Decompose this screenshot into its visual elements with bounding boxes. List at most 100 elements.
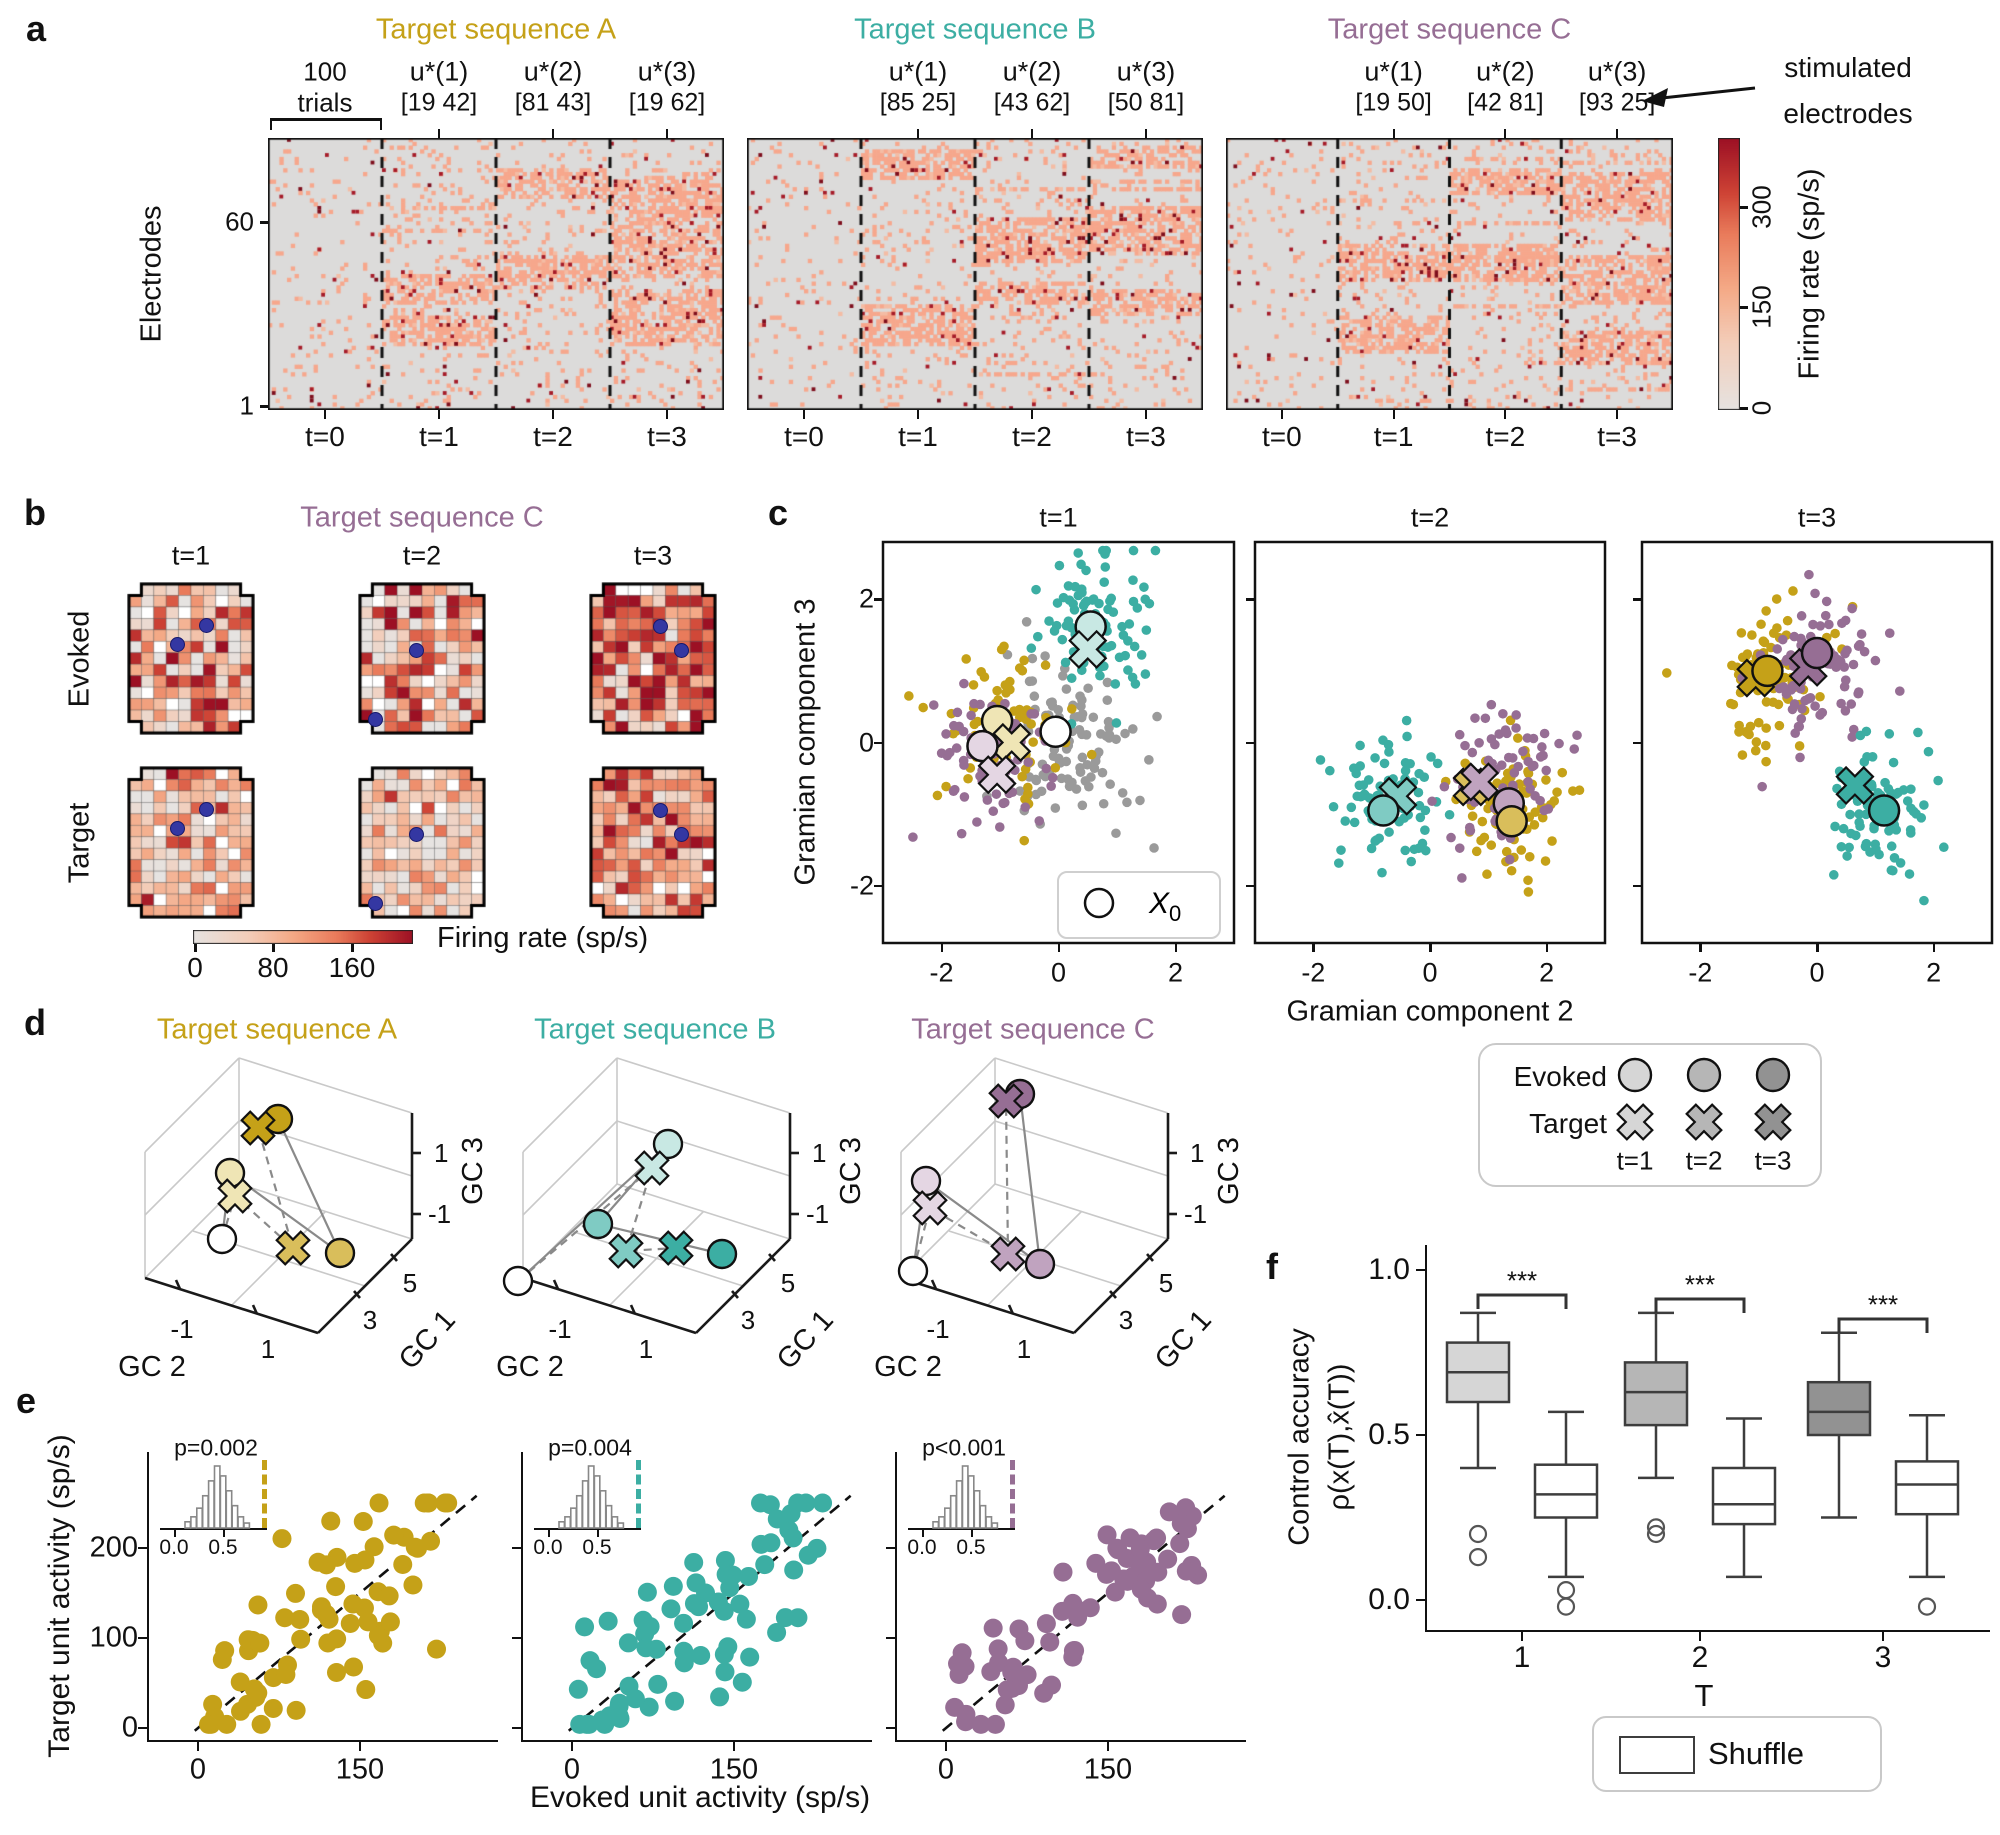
gc1-ticklabel: 5 xyxy=(781,1268,795,1298)
data-dot xyxy=(674,1641,694,1661)
cluster-dot xyxy=(1761,756,1771,767)
outlier-dot xyxy=(1917,1597,1937,1616)
x-tick xyxy=(1392,410,1395,419)
cluster-dot xyxy=(1939,842,1949,853)
cluster-dot xyxy=(1128,575,1138,585)
data-dot xyxy=(364,1537,384,1557)
cluster-dot xyxy=(1750,745,1761,756)
identity-line xyxy=(567,1494,852,1732)
inset-vline-1 xyxy=(636,1460,642,1528)
stim-electrode-dot xyxy=(368,711,384,727)
mean-circle-marker xyxy=(966,729,999,763)
cluster-dot xyxy=(1102,695,1113,705)
inset-tick xyxy=(597,1530,599,1537)
inset-ticklabel: 0.0 xyxy=(533,1536,563,1559)
cluster-dot xyxy=(1844,842,1854,853)
data-dot xyxy=(783,1528,803,1548)
cluster-dot xyxy=(1753,717,1764,728)
cluster-dot xyxy=(1846,699,1857,709)
hist-bar xyxy=(581,1480,589,1529)
cluster-dot xyxy=(1774,720,1785,731)
hist-bar xyxy=(932,1520,940,1529)
cluster-dot xyxy=(1454,729,1465,740)
inset-ticklabel: 0.0 xyxy=(907,1536,937,1559)
data-dot xyxy=(1086,1553,1106,1573)
data-dot xyxy=(684,1552,704,1572)
c-y-tick xyxy=(874,884,883,888)
cluster-dot xyxy=(1124,619,1135,629)
data-dot xyxy=(767,1622,787,1642)
panel-e-plot-0 xyxy=(193,1493,478,1734)
cluster-dot xyxy=(975,699,985,710)
cluster-dot xyxy=(1815,621,1826,631)
data-dot xyxy=(199,1714,219,1734)
cluster-dot xyxy=(1728,699,1739,710)
cluster-dot xyxy=(1540,856,1551,866)
cluster-dot xyxy=(1761,606,1771,616)
e-y-tick xyxy=(512,1547,521,1550)
data-dot xyxy=(1176,1498,1196,1518)
cluster-dot xyxy=(1144,598,1155,609)
hist-bar xyxy=(617,1522,625,1529)
cluster-dot xyxy=(1021,616,1032,627)
data-dot xyxy=(775,1608,795,1628)
evoked-marker-t2 xyxy=(582,1208,614,1240)
data-dot xyxy=(217,1714,237,1734)
cluster-dot xyxy=(1130,679,1141,689)
cluster-dot xyxy=(1400,845,1411,856)
hist-bar xyxy=(196,1507,204,1529)
arrow-head xyxy=(1642,88,1668,107)
colorbar-ticklabel: 0 xyxy=(1746,400,1777,416)
mean-circle-marker xyxy=(1867,794,1901,827)
cluster-dot xyxy=(1829,870,1839,880)
legend-target-x-t1 xyxy=(1616,1103,1654,1141)
cluster-dot xyxy=(1886,865,1897,876)
cluster-dot xyxy=(1139,582,1149,592)
gc2-axis xyxy=(144,1276,319,1335)
cluster-dot xyxy=(1111,828,1121,839)
c-x-tick xyxy=(940,943,943,952)
cluster-dot xyxy=(1355,740,1365,751)
panel-d-label: d xyxy=(24,1002,46,1043)
cluster-dot xyxy=(1788,680,1798,691)
sequence-1-heatmap-canvas xyxy=(747,138,1203,410)
cluster-dot xyxy=(918,702,928,713)
cluster-dot xyxy=(1031,789,1041,800)
c-y-tick xyxy=(874,598,883,601)
cluster-dot xyxy=(1862,751,1872,762)
panel-b-col-1: t=2 xyxy=(402,540,442,571)
cluster-dot xyxy=(1328,801,1339,812)
cluster-dot xyxy=(1523,756,1534,767)
cluster-dot xyxy=(1804,569,1814,580)
cluster-dot xyxy=(1742,649,1753,659)
cluster-dot xyxy=(1352,791,1363,802)
legend-evoked-label: Evoked xyxy=(1513,1061,1607,1092)
cluster-dot xyxy=(1106,640,1117,651)
grid-line xyxy=(994,1120,1169,1177)
data-dot xyxy=(1120,1528,1140,1548)
gc1-axis xyxy=(1073,1238,1169,1334)
target-marker-t2 xyxy=(608,1233,644,1269)
hist-bar xyxy=(955,1480,963,1529)
panel-e-ylabel: Target unit activity (sp/s) xyxy=(43,1434,76,1758)
data-dot xyxy=(369,1493,389,1513)
cluster-dot xyxy=(1098,798,1109,809)
data-dot xyxy=(1147,1594,1167,1614)
cluster-dot xyxy=(1054,560,1065,571)
cluster-dot xyxy=(1034,816,1045,826)
cluster-dot xyxy=(1117,788,1128,798)
panel-d-plot-2: -1 1 35 1 -1 GC 2 GC 1 GC 3 xyxy=(874,1057,1245,1383)
f-y-ticklabel: 1.0 xyxy=(1368,1253,1410,1286)
data-dot xyxy=(286,1583,306,1603)
data-dot xyxy=(691,1646,711,1666)
cluster-dot xyxy=(1122,797,1132,808)
top-tick xyxy=(1616,129,1619,138)
x0-sub: 0 xyxy=(1169,901,1181,926)
cluster-dot xyxy=(1023,782,1033,793)
cluster-dot xyxy=(1053,753,1064,764)
data-dot xyxy=(326,1663,346,1683)
data-dot xyxy=(1080,1598,1100,1618)
cluster-dot xyxy=(1149,843,1159,853)
x-ticklabel-2-1: t=1 xyxy=(1373,421,1414,452)
data-dot xyxy=(784,1560,804,1580)
